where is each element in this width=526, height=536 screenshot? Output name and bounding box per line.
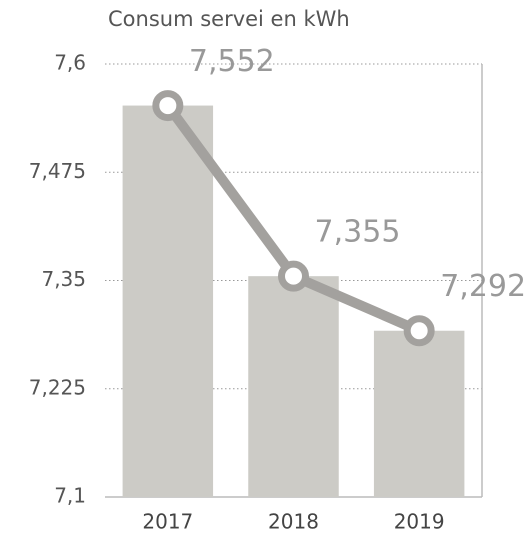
bar	[122, 105, 214, 498]
line-point	[278, 260, 309, 292]
x-tick-label: 2019	[394, 510, 445, 534]
bar	[373, 330, 465, 497]
y-tick-label: 7,6	[54, 51, 86, 75]
x-tick-label: 2018	[268, 510, 319, 534]
bar	[248, 276, 339, 497]
y-tick-label: 7,225	[29, 375, 86, 399]
line-point	[403, 315, 435, 347]
value-label: 7,552	[189, 44, 275, 79]
y-tick-label: 7,475	[29, 159, 86, 183]
line-point	[152, 90, 184, 122]
y-tick-label: 7,35	[41, 267, 86, 291]
chart-title: Consum servei en kWh	[108, 7, 350, 31]
value-label: 7,355	[315, 215, 401, 250]
y-tick-label: 7,1	[54, 484, 86, 508]
value-label: 7,292	[440, 269, 526, 304]
x-tick-label: 2017	[142, 510, 193, 534]
